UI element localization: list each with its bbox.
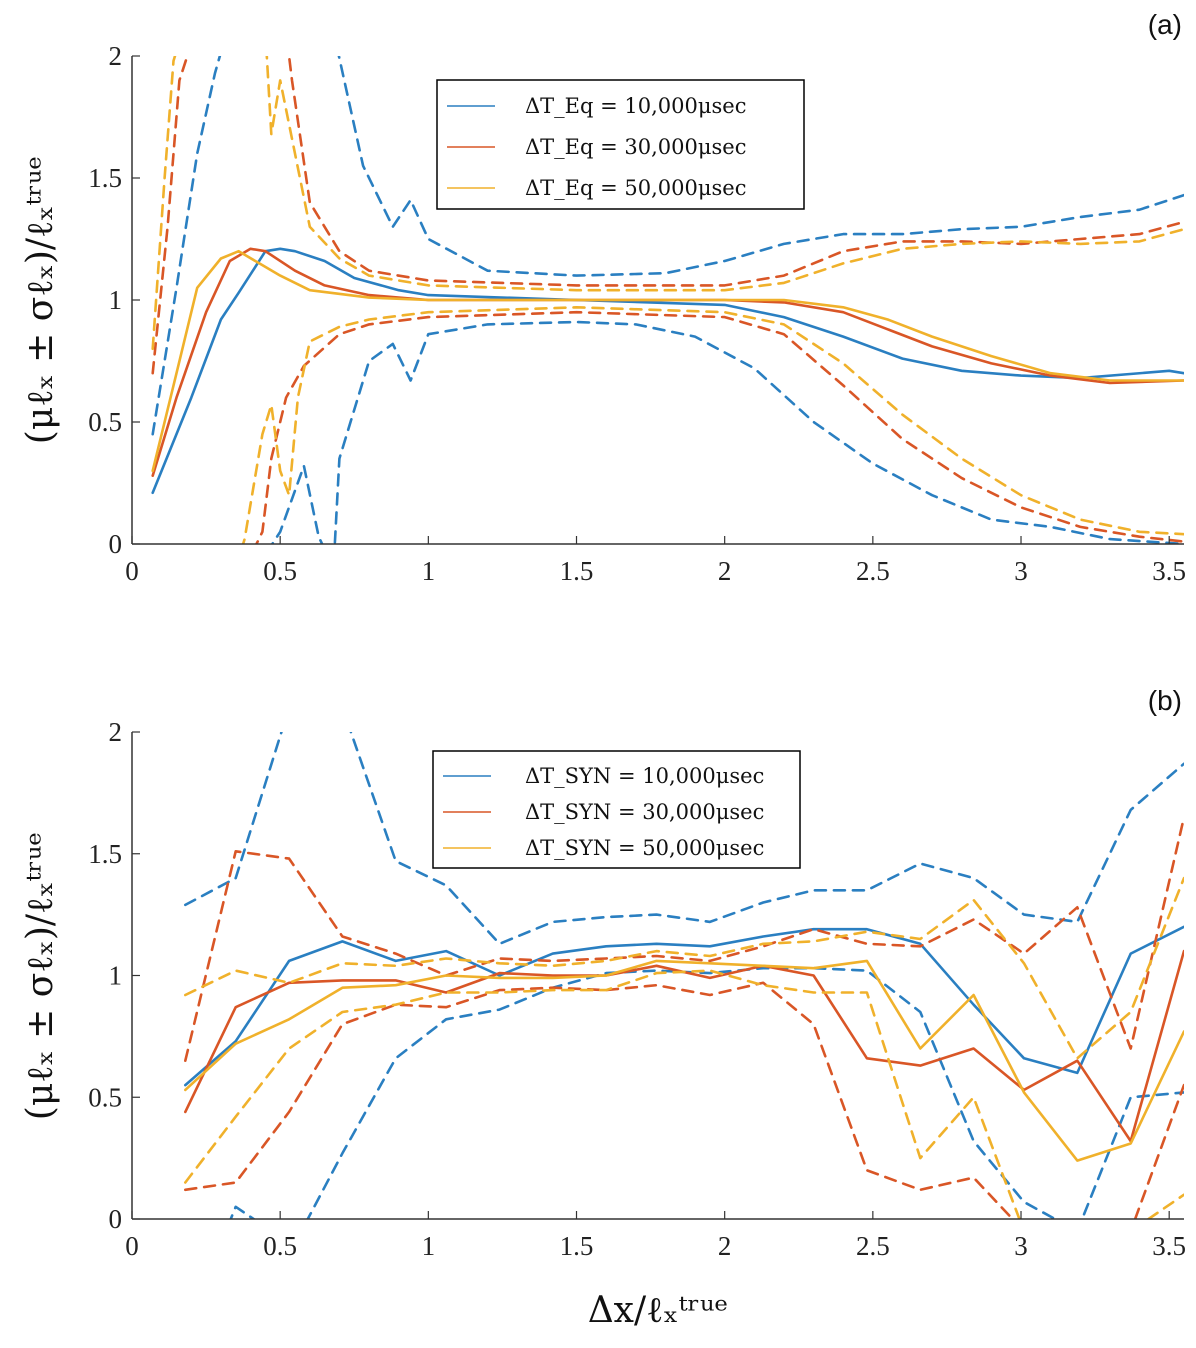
panel-b-x-tick-label: 3 [1014,1231,1028,1261]
panel-b-x-tick-label: 1 [422,1231,436,1261]
panel-a-y-tick-label: 2 [109,41,123,71]
panel-a-series-1-lower-line [270,320,1184,544]
panel-b-ylabel: (μℓₓ ± σℓₓ)/ℓₓᵗʳᵘᵉ [20,832,61,1120]
panel-b-x-tick-label: 1.5 [560,1231,594,1261]
panel-b-series-1-mean-line [184,925,1184,1087]
panel-b-y-tick-label: 0 [109,1204,123,1234]
panel-b-legend-label-2: ΔT_SYN = 30,000μsec [525,800,764,824]
panel-b-series-3-mean-line [184,959,1184,1162]
panel-a-series-3-upper-line [151,56,1184,351]
panel-a-legend-label-3: ΔT_Eq = 50,000μsec [525,176,746,200]
panel-a: (a) 0 0.5 1 1.5 2 2.5 3 3.5 0 0.5 1 1.5 2 (μℓₓ ± σℓₓ… [20,9,1186,586]
panel-a-y-tick-label: 0.5 [88,407,122,437]
panel-a-series-2-upper-line [151,56,1184,375]
panel-a-x-tick-label: 0 [125,556,139,586]
panel-a-x-tick-label: 3 [1014,556,1028,586]
panel-b-y-tick-label: 1.5 [88,839,122,869]
panel-a-series-3-mean-line [151,249,1184,473]
panel-a-series-1-upper-line [151,56,1184,436]
panel-b-axes: 0 0.5 1 1.5 2 2.5 3 3.5 0 0.5 1 1.5 2 [88,717,1186,1261]
panel-b-y-tick-label: 1 [109,961,123,991]
panel-a-legend-box [436,79,805,210]
panel-b-y-tick-label: 2 [109,717,123,747]
panel-b-series-3-lower-line [184,969,1184,1219]
panel-a-series-2-lower-line [255,310,1184,544]
panel-b: (b) 0 0.5 1 1.5 2 2.5 3 3.5 0 0.5 1 1.5 2 (μℓₓ ± σℓₓ… [20,685,1186,1261]
panel-b-legend-label-1: ΔT_SYN = 10,000μsec [525,764,764,788]
panel-a-label: (a) [1148,9,1182,40]
panel-a-legend-label-2: ΔT_Eq = 30,000μsec [525,135,746,159]
panel-b-x-tick-label: 0.5 [263,1231,297,1261]
panel-b-series-1-upper-line [184,732,1184,946]
panel-a-y-tick-label: 1.5 [88,163,122,193]
panel-a-legend-label-1: ΔT_Eq = 10,000μsec [525,94,746,118]
panel-a-y-tick-label: 0 [109,529,123,559]
panel-b-legend: ΔT_SYN = 10,000μsec ΔT_SYN = 30,000μsec … [432,750,801,869]
panel-b-x-tick-label: 2.5 [856,1231,890,1261]
panel-a-legend: ΔT_Eq = 10,000μsec ΔT_Eq = 30,000μsec ΔT… [436,79,805,210]
panel-a-x-tick-label: 0.5 [263,556,297,586]
x-axis-label: Δx/ℓₓᵗʳᵘᵉ [588,1290,729,1331]
panel-a-axes: 0 0.5 1 1.5 2 2.5 3 3.5 0 0.5 1 1.5 2 [88,41,1186,586]
panel-b-legend-label-3: ΔT_SYN = 50,000μsec [525,836,764,860]
panel-b-series-3-upper-line [184,876,1184,1060]
panel-a-x-tick-label: 2.5 [856,556,890,586]
panel-a-plot-area [151,56,1184,544]
panel-a-ylabel: (μℓₓ ± σℓₓ)/ℓₓᵗʳᵘᵉ [20,156,61,444]
panel-b-plot-area [184,732,1184,1219]
panel-b-x-tick-label: 3.5 [1152,1231,1186,1261]
panel-a-x-tick-label: 3.5 [1152,556,1186,586]
panel-b-x-tick-label: 0 [125,1231,139,1261]
panel-b-label: (b) [1148,685,1182,716]
panel-b-y-tick-label: 0.5 [88,1082,122,1112]
panel-a-series-3-lower-line [241,305,1184,544]
panel-a-y-tick-label: 1 [109,285,123,315]
panel-b-series-1-lower-line [229,966,1184,1219]
panel-a-x-tick-label: 1.5 [560,556,594,586]
panel-b-series-2-lower-line [184,981,1184,1219]
panel-a-series-1-mean-line [151,247,1184,495]
panel-a-x-tick-label: 2 [718,556,732,586]
panel-b-x-tick-label: 2 [718,1231,732,1261]
panel-b-series-2-upper-line [184,815,1184,1062]
panel-a-x-tick-label: 1 [422,556,436,586]
panel-b-legend-box [432,750,801,869]
